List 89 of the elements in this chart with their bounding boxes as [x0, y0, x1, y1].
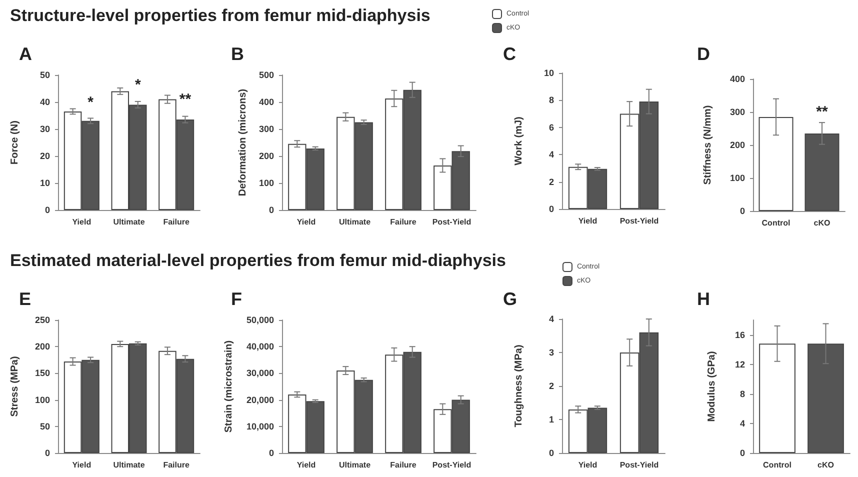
x-tick-label: Failure	[390, 218, 417, 226]
y-tick-label: 20	[40, 151, 50, 161]
y-tick-label: 8	[548, 95, 554, 106]
y-tick-label: 2	[548, 381, 554, 391]
y-tick-label: 300	[730, 107, 745, 117]
y-tick-label: 4	[740, 418, 745, 428]
x-tick-label: Post-Yield	[432, 460, 472, 470]
y-axis-title: Stress (MPa)	[10, 356, 20, 417]
x-tick-label: Ultimate	[338, 460, 372, 470]
y-tick-label: 100	[34, 394, 50, 405]
x-tick-label: Ultimate	[113, 460, 146, 470]
y-tick-label: 3	[548, 348, 554, 358]
y-tick-label: 4	[548, 150, 554, 160]
y-tick-label: 10	[544, 68, 554, 78]
y-tick-label: 0	[740, 448, 745, 458]
y-tick-label: 0	[268, 448, 274, 458]
y-tick-label: 150	[34, 368, 50, 378]
y-tick-label: 1	[548, 414, 554, 424]
y-tick-label: 30	[40, 124, 50, 134]
chart-title: D	[697, 44, 710, 64]
x-tick-label: Yield	[296, 218, 316, 226]
y-tick-label: 12	[734, 359, 745, 370]
y-tick-label: 100	[730, 173, 745, 183]
y-tick-label: 500	[258, 70, 274, 80]
y-tick-label: 10,000	[246, 421, 274, 432]
y-tick-label: 40	[40, 97, 50, 107]
annotation: *	[134, 76, 141, 94]
x-tick-label: Post-Yield	[620, 216, 659, 226]
y-tick-label: 100	[258, 178, 274, 188]
y-tick-label: 40,000	[246, 342, 274, 352]
y-tick-label: 6	[548, 122, 554, 132]
y-tick-label: 400	[258, 97, 274, 107]
y-axis-title: Toughness (MPa)	[514, 344, 524, 428]
chart-title: E	[19, 289, 32, 309]
x-tick-label: Yield	[578, 460, 598, 470]
y-tick-label: 10	[40, 178, 50, 188]
chart-title: G	[503, 289, 518, 309]
y-axis-title: Strain (microstrain)	[224, 340, 234, 433]
y-axis-title: Work (mJ)	[514, 116, 524, 166]
y-tick-label: 16	[734, 330, 745, 340]
y-tick-label: 0	[44, 448, 50, 458]
y-tick-label: 20,000	[246, 394, 274, 405]
x-tick-label: Failure	[390, 460, 417, 470]
y-tick-label: 0	[44, 205, 50, 215]
x-tick-label: Post-Yield	[432, 218, 472, 226]
annotation: **	[816, 104, 828, 121]
x-tick-label: Yield	[72, 218, 92, 226]
y-tick-label: 50	[40, 70, 50, 80]
y-axis-title: Stiffness (N/mm)	[702, 105, 714, 185]
y-axis-title: Modulus (GPa)	[706, 351, 718, 422]
x-tick-label: Yield	[578, 216, 598, 226]
y-tick-label: 2	[548, 176, 554, 187]
text: Structure-level properties from femur mid-diaphysis	[10, 6, 430, 26]
y-tick-label: 200	[730, 140, 745, 150]
x-tick-label: cKO	[814, 218, 830, 228]
y-tick-label: 200	[34, 342, 50, 352]
y-tick-label: 0	[268, 205, 274, 215]
x-tick-label: Ultimate	[338, 218, 372, 226]
y-tick-label: 300	[258, 124, 274, 134]
y-tick-label: 50	[40, 421, 50, 432]
annotation: *	[88, 94, 94, 111]
chart-title: C	[503, 44, 516, 64]
x-tick-label: Failure	[163, 218, 190, 226]
chart-title: H	[697, 289, 710, 309]
x-tick-label: Yield	[72, 460, 92, 470]
annotation: **	[179, 91, 192, 108]
x-tick-label: Control	[762, 218, 790, 228]
x-tick-label: cKO	[818, 460, 834, 470]
x-tick-label: Yield	[296, 460, 316, 470]
text: Estimated material-level properties from femur mid-diaphysis	[10, 251, 506, 271]
y-tick-label: 250	[34, 315, 50, 325]
chart-title: B	[231, 44, 244, 64]
x-tick-label: Ultimate	[113, 218, 146, 226]
y-tick-label: 30,000	[246, 368, 274, 378]
y-tick-label: 400	[730, 74, 745, 84]
y-tick-label: 4	[548, 314, 554, 324]
y-tick-label: 200	[258, 151, 274, 161]
x-tick-label: Failure	[163, 460, 190, 470]
y-tick-label: 8	[740, 388, 745, 399]
y-tick-label: 0	[548, 204, 554, 214]
x-tick-label: Post-Yield	[620, 460, 659, 470]
y-axis-title: Force (N)	[10, 120, 20, 164]
y-axis-title: Deformation (microns)	[238, 88, 249, 196]
chart-title: A	[19, 44, 32, 64]
y-tick-label: 0	[548, 448, 554, 458]
y-tick-label: 0	[740, 206, 745, 216]
x-tick-label: Control	[763, 460, 792, 470]
y-tick-label: 50,000	[246, 315, 274, 325]
chart-title: F	[231, 289, 242, 309]
